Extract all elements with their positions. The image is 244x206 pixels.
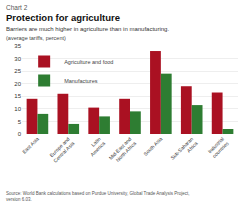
svg-text:Protection for agriculture: Protection for agriculture [6,12,120,23]
svg-text:Mid-East andNorth Africa: Mid-East andNorth Africa [107,136,137,166]
svg-text:0: 0 [18,131,22,137]
svg-text:(average tariffs, percent): (average tariffs, percent) [6,35,66,41]
svg-text:Europe andCentral Asia: Europe andCentral Asia [47,136,75,164]
svg-text:30: 30 [14,56,21,62]
svg-text:35: 35 [14,43,21,49]
svg-text:East Asia: East Asia [21,136,40,155]
svg-text:Industrialcountries: Industrialcountries [206,135,230,159]
svg-text:Barriers are much higher in ag: Barriers are much higher in agriculture … [6,26,169,32]
svg-text:5: 5 [18,119,22,125]
svg-text:Agriculture and food: Agriculture and food [64,59,113,65]
svg-text:25: 25 [14,68,21,74]
svg-text:South Asia: South Asia [142,136,163,157]
svg-text:LatinAmerica: LatinAmerica [84,136,106,158]
svg-text:Source: World Bank calculation: Source: World Bank calculations based on… [6,191,189,202]
svg-text:10: 10 [14,106,21,112]
svg-text:Manufactures: Manufactures [64,78,98,84]
svg-text:Chart 2: Chart 2 [6,4,28,11]
svg-text:15: 15 [14,93,21,99]
svg-text:20: 20 [14,81,21,87]
svg-text:Sub-SaharanAfrica: Sub-SaharanAfrica [169,136,199,166]
